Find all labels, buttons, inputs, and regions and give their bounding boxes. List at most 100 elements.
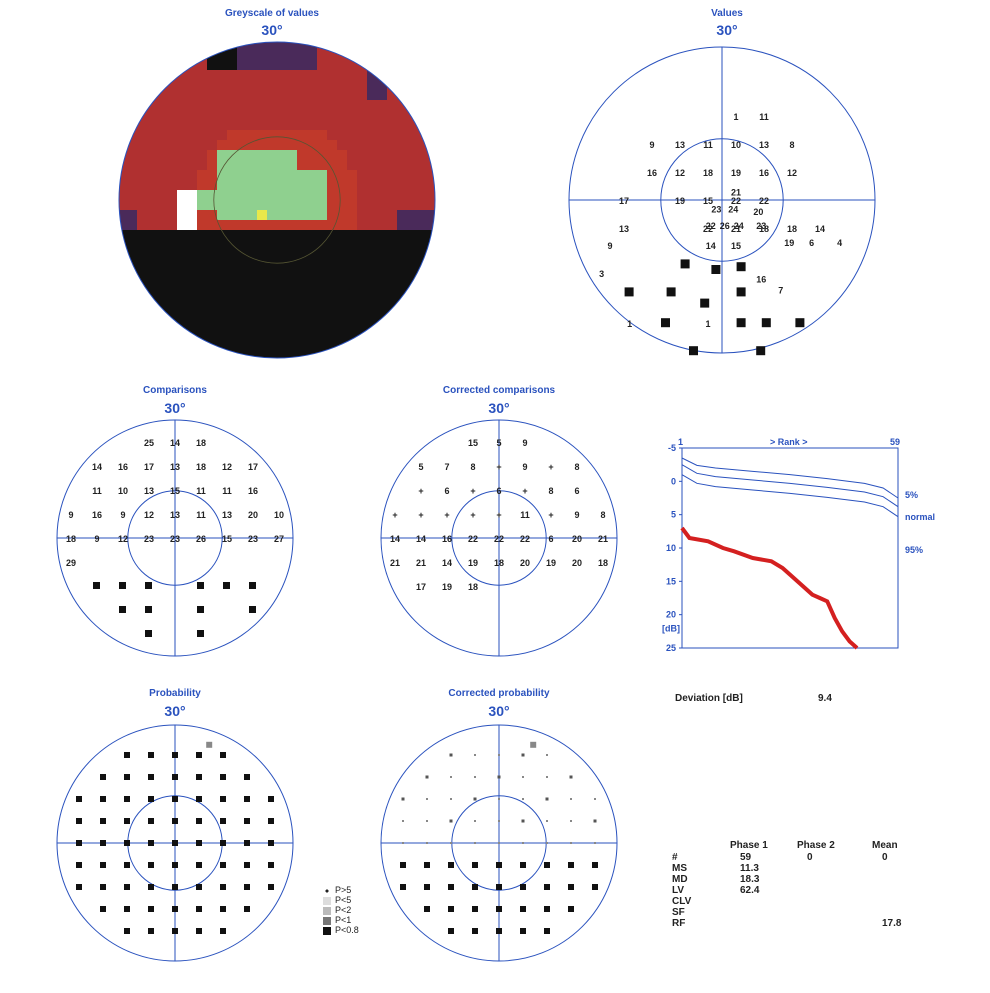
heatmap-cell bbox=[119, 42, 127, 50]
heatmap-cell bbox=[337, 180, 347, 190]
probability-marker bbox=[172, 752, 178, 758]
heatmap-cell bbox=[427, 330, 435, 340]
heatmap-cell bbox=[119, 130, 127, 140]
probability-marker bbox=[497, 775, 501, 779]
heatmap-cell bbox=[297, 190, 307, 200]
value-label: 22 bbox=[706, 221, 716, 231]
heatmap-cell bbox=[387, 60, 397, 70]
heatmap-cell bbox=[187, 210, 197, 220]
probability-marker bbox=[448, 928, 454, 934]
heatmap-cell bbox=[257, 340, 267, 350]
probability-marker bbox=[448, 906, 454, 912]
heatmap-cell bbox=[147, 350, 157, 358]
heatmap-cell bbox=[237, 130, 247, 140]
heatmap-cell bbox=[297, 60, 307, 70]
heatmap-cell bbox=[367, 130, 377, 140]
comparison-label: 18 bbox=[468, 582, 478, 592]
heatmap-cell bbox=[277, 120, 287, 130]
heatmap-cell bbox=[287, 130, 297, 140]
heatmap-cell bbox=[367, 260, 377, 270]
comparison-label: 18 bbox=[196, 438, 206, 448]
heatmap-cell bbox=[227, 300, 237, 310]
heatmap-cell bbox=[207, 170, 217, 180]
heatmap-cell bbox=[287, 80, 297, 90]
heatmap-cell bbox=[167, 90, 177, 100]
probability-marker bbox=[220, 884, 226, 890]
heatmap-cell bbox=[177, 150, 187, 160]
heatmap-cell bbox=[417, 80, 427, 90]
heatmap-cell bbox=[317, 70, 327, 80]
greyscale-degree: 30° bbox=[261, 22, 283, 38]
heatmap-cell bbox=[427, 310, 435, 320]
heatmap-cell bbox=[417, 200, 427, 210]
comparison-label: 13 bbox=[222, 510, 232, 520]
heatmap-cell bbox=[177, 180, 187, 190]
heatmap-cell bbox=[277, 250, 287, 260]
rank-end-label: 59 bbox=[890, 437, 901, 447]
heatmap-cell bbox=[217, 270, 227, 280]
heatmap-cell bbox=[119, 270, 127, 280]
heatmap-cell bbox=[167, 180, 177, 190]
heatmap-cell bbox=[247, 240, 257, 250]
heatmap-cell bbox=[167, 120, 177, 130]
heatmap-cell bbox=[337, 250, 347, 260]
heatmap-cell bbox=[377, 290, 387, 300]
heatmap-cell bbox=[207, 350, 217, 358]
heatmap-cell bbox=[397, 60, 407, 70]
heatmap-cell bbox=[357, 250, 367, 260]
value-label: 19 bbox=[731, 168, 741, 178]
probability-marker bbox=[449, 819, 453, 823]
heatmap-cell bbox=[387, 170, 397, 180]
value-label: 6 bbox=[809, 238, 814, 248]
heatmap-cell bbox=[257, 70, 267, 80]
heatmap-cell bbox=[387, 290, 397, 300]
heatmap-cell bbox=[287, 310, 297, 320]
heatmap-cell bbox=[197, 350, 207, 358]
heatmap-cell bbox=[257, 350, 267, 358]
heatmap-cell bbox=[267, 310, 277, 320]
probability-marker bbox=[124, 862, 130, 868]
heatmap-cell bbox=[157, 90, 167, 100]
heatmap-cell bbox=[197, 170, 207, 180]
heatmap-cell bbox=[177, 100, 187, 110]
heatmap-cell bbox=[177, 340, 187, 350]
heatmap-cell bbox=[317, 150, 327, 160]
heatmap-cell bbox=[327, 270, 337, 280]
heatmap-cell bbox=[247, 260, 257, 270]
heatmap-cell bbox=[147, 260, 157, 270]
probability-marker bbox=[172, 862, 178, 868]
heatmap-cell bbox=[317, 120, 327, 130]
deviation-label: Deviation [dB] bbox=[675, 693, 743, 704]
heatmap-cell bbox=[217, 240, 227, 250]
heatmap-cell bbox=[347, 60, 357, 70]
heatmap-cell bbox=[297, 290, 307, 300]
heatmap-cell bbox=[347, 140, 357, 150]
heatmap-cell bbox=[119, 350, 127, 358]
heatmap-cell bbox=[257, 260, 267, 270]
heatmap-cell bbox=[287, 200, 297, 210]
heatmap-cell bbox=[397, 100, 407, 110]
blind-spot-marker bbox=[689, 346, 698, 356]
heatmap-cell bbox=[147, 100, 157, 110]
heatmap-cell bbox=[119, 300, 127, 310]
probability-marker bbox=[100, 862, 106, 868]
heatmap-cell bbox=[157, 260, 167, 270]
comparison-label: 10 bbox=[118, 486, 128, 496]
comparison-label: 9 bbox=[522, 438, 527, 448]
heatmap-cell bbox=[337, 120, 347, 130]
rank-axis-label: > Rank > bbox=[770, 437, 808, 447]
probability-marker bbox=[498, 820, 500, 822]
heatmap-cell bbox=[347, 190, 357, 200]
comparison-label: 14 bbox=[390, 534, 400, 544]
heatmap-cell bbox=[267, 110, 277, 120]
heatmap-cell bbox=[317, 180, 327, 190]
heatmap-cell bbox=[417, 100, 427, 110]
heatmap-cell bbox=[157, 70, 167, 80]
probability-marker bbox=[498, 842, 500, 844]
heatmap-cell bbox=[397, 240, 407, 250]
probability-marker bbox=[424, 906, 430, 912]
deficit-marker bbox=[93, 582, 100, 589]
heatmap-cell bbox=[277, 280, 287, 290]
heatmap-cell bbox=[127, 190, 137, 200]
value-label: 7 bbox=[778, 286, 783, 296]
